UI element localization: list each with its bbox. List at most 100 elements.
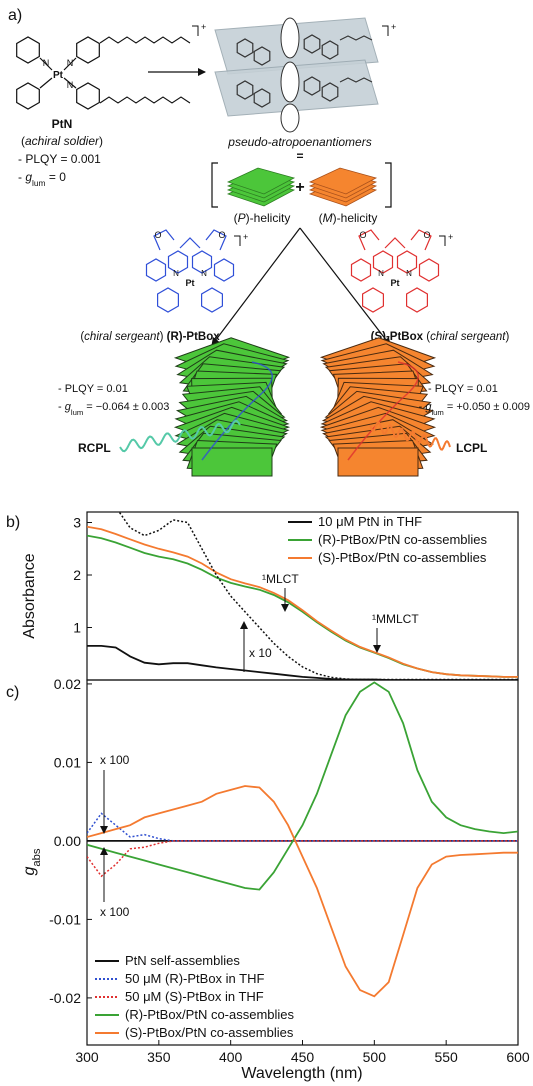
series-line [118,512,518,680]
y-tick-label: 1 [73,620,81,636]
series-line [87,681,518,891]
atom-label: Pt [53,70,64,81]
y-tick-label: -0.02 [49,990,81,1006]
arrow [211,227,301,346]
ring [76,82,100,110]
text-segment: M [323,211,333,225]
annotation: x 100 [100,753,130,767]
text-segment: - [18,170,25,184]
ring [372,250,394,274]
label: (M)-helicity [319,211,378,225]
text-segment: ) [506,331,510,343]
ptn-structure: PtN N N + [16,22,206,110]
helix-sheet [337,447,419,477]
series-line [87,785,518,998]
label: = [296,149,303,163]
label: RCPL [78,441,111,455]
legend-label: (R)-PtBox/PtN co-assemblies [318,532,488,547]
charge-bracket [234,235,241,246]
text-segment: g [425,401,432,413]
text-segment: ( [234,211,238,225]
atom-label: N [67,58,74,68]
oxazoline [358,229,432,251]
legend-label: 50 μM (R)-PtBox in THF [125,971,264,986]
legend-label: (S)-PtBox/PtN co-assemblies [318,550,487,565]
x-tick-label: 400 [219,1049,243,1065]
text-segment: g [65,401,72,413]
orbital [280,103,300,133]
series-line [87,645,518,680]
label: (achiral soldier) [21,134,103,148]
ring [213,258,235,282]
label: - PLQY = 0.01 [58,383,128,395]
ring [362,287,384,313]
x-tick-label: 450 [291,1049,315,1065]
series-line [87,840,518,878]
helix-sheet [191,447,273,477]
charge: + [201,22,206,32]
legend-label: 10 μM PtN in THF [318,514,422,529]
ring [16,82,40,110]
atom-label: Pt [186,278,195,288]
label: - PLQY = 0.01 [428,383,498,395]
ring [145,258,167,282]
text-segment: g [25,170,32,184]
text-segment: = 0 [46,170,67,184]
text-segment: lum [32,178,46,188]
x-tick-label: 500 [363,1049,387,1065]
label: (S)-PtBox (chiral sergeant) [371,331,510,343]
ring [236,38,254,58]
text-segment: lum [71,408,83,417]
text-segment: g [21,866,38,875]
text-segment: - [58,401,65,413]
text-segment: abs [31,848,43,866]
alkyl-chain [99,36,191,44]
label: pseudo-atropoenantiomers [227,135,371,149]
series-line [87,525,518,678]
text-segment: chiral sergeant [84,331,160,343]
charge: + [448,232,453,242]
x-axis-label: Wavelength (nm) [241,1065,362,1082]
panel-label: c) [6,684,19,701]
charge-bracket [439,235,446,246]
atom-label: N [173,269,179,278]
label: (chiral sergeant) (R)-PtBox [80,331,220,343]
text-segment: ( [423,331,430,343]
text-segment: (R)-PtBox [167,331,221,343]
stack-sheet [308,167,378,195]
legend-label: PtN self-assemblies [125,953,240,968]
label: - glum = −0.064 ± 0.003 [58,401,169,417]
label: - PLQY = 0.001 [18,152,101,166]
orbital [280,61,300,103]
alkyl-chain [339,35,373,41]
ring [236,80,254,100]
charge-bracket [192,25,199,36]
legend-label: 50 μM (S)-PtBox in THF [125,989,264,1004]
text-segment: )-helicity [333,211,378,225]
legend-label: (S)-PtBox/PtN co-assemblies [125,1025,294,1040]
atom-label: N [378,269,384,278]
atom-label: O [154,230,161,240]
annotation: x 10 [249,646,272,660]
orbital [280,17,300,59]
ring [16,36,40,64]
helix-stripe [347,361,419,461]
ring [321,40,339,60]
label: LCPL [456,441,487,455]
y-tick-label: 0.02 [54,676,81,692]
text-segment: ) [99,134,103,148]
y-tick-label: -0.01 [49,911,81,927]
y-tick-label: 0.01 [54,754,81,770]
text-segment: ( [319,211,323,225]
ring [157,287,179,313]
ring [303,76,321,96]
ring [201,287,223,313]
panel-label: b) [6,514,20,531]
r-helix [173,337,291,477]
atom-label: N [43,58,50,68]
text-segment: )-helicity [246,211,291,225]
y-tick-label: 2 [73,567,81,583]
bracket [211,162,392,208]
y-axis-label: Absorbance [21,553,38,638]
y-tick-label: 3 [73,515,81,531]
